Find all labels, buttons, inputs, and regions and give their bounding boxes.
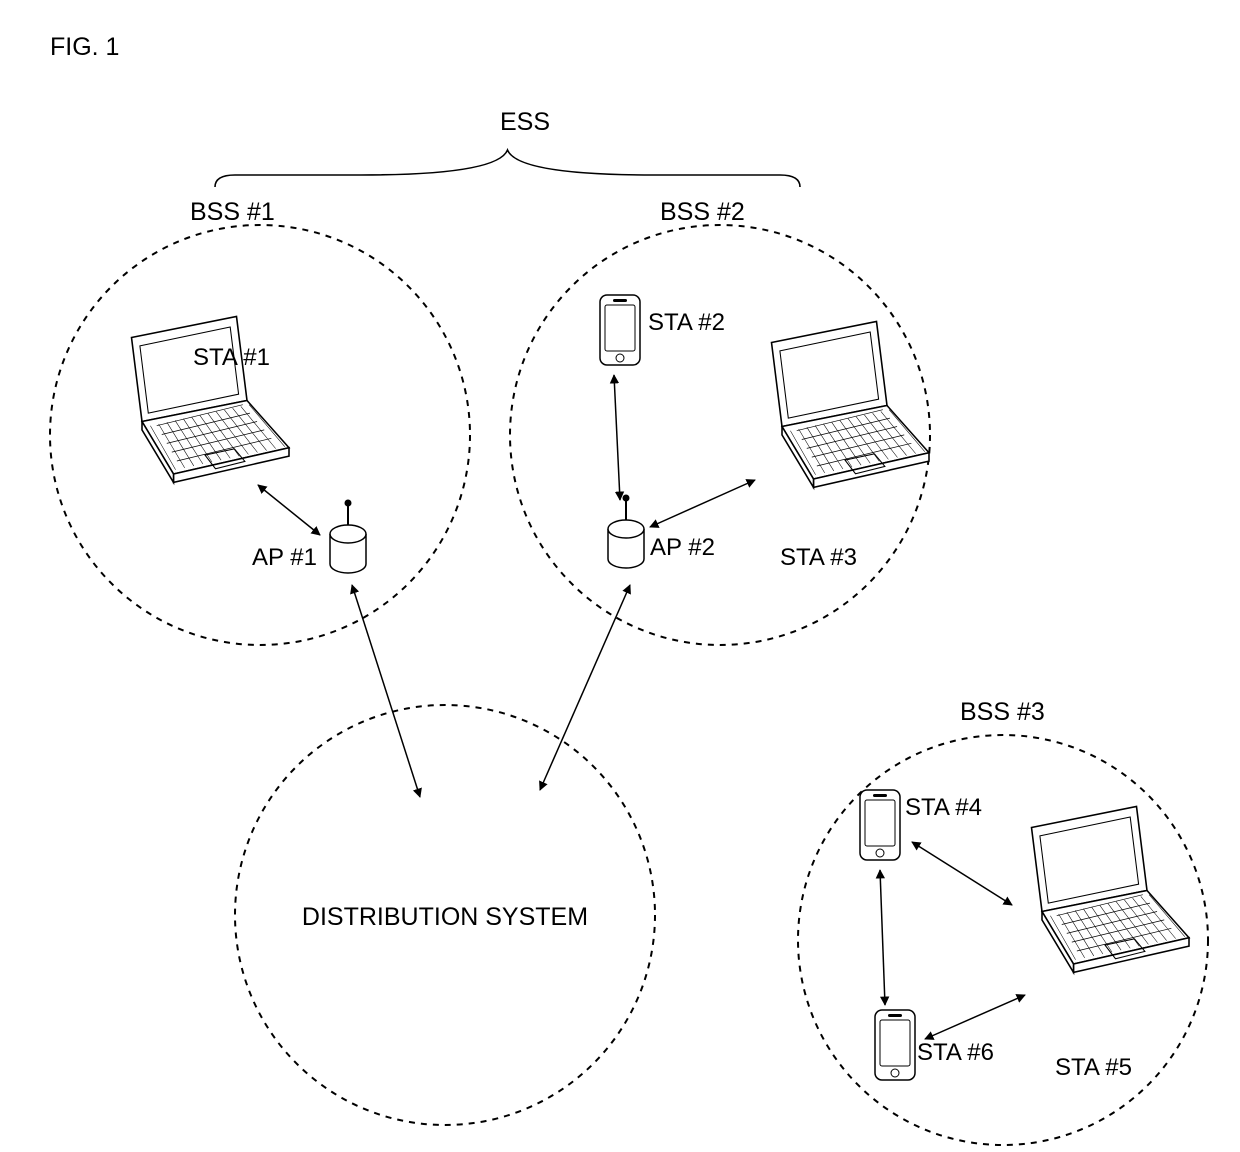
sta6-label: STA #6	[917, 1039, 994, 1066]
sta3-label: STA #3	[780, 544, 857, 571]
sta1-label: STA #1	[193, 344, 270, 371]
ess-brace	[215, 150, 800, 187]
sta6-phone-icon	[875, 1010, 915, 1080]
bss1-label: BSS #1	[190, 198, 275, 226]
bss2-label: BSS #2	[660, 198, 745, 226]
ap2-icon	[608, 495, 644, 569]
connection-arrow	[925, 995, 1025, 1039]
distribution-system-label: DISTRIBUTION SYSTEM	[302, 903, 588, 931]
sta3-laptop-icon	[772, 322, 930, 488]
ess-label: ESS	[500, 108, 550, 136]
connection-arrow	[650, 480, 755, 527]
ap2-label: AP #2	[650, 534, 715, 561]
connection-arrow	[258, 485, 320, 535]
sta4-phone-icon	[860, 790, 900, 860]
connection-arrow	[614, 375, 620, 500]
sta5-laptop-icon	[1032, 807, 1190, 973]
sta2-phone-icon	[600, 295, 640, 365]
sta2-label: STA #2	[648, 309, 725, 336]
connection-arrow	[880, 870, 885, 1005]
bss3-label: BSS #3	[960, 698, 1045, 726]
connection-arrow	[352, 585, 420, 797]
diagram-container: FIG. 1 ESS BSS #1 BSS #2 BSS #3 DISTRIBUTION …	[0, 0, 1240, 1152]
sta4-label: STA #4	[905, 794, 982, 821]
connection-arrow	[912, 842, 1012, 905]
ap1-label: AP #1	[252, 544, 317, 571]
sta1-laptop-icon	[132, 317, 290, 483]
sta5-label: STA #5	[1055, 1054, 1132, 1081]
figure-label: FIG. 1	[50, 33, 119, 61]
ap1-icon	[330, 500, 366, 574]
